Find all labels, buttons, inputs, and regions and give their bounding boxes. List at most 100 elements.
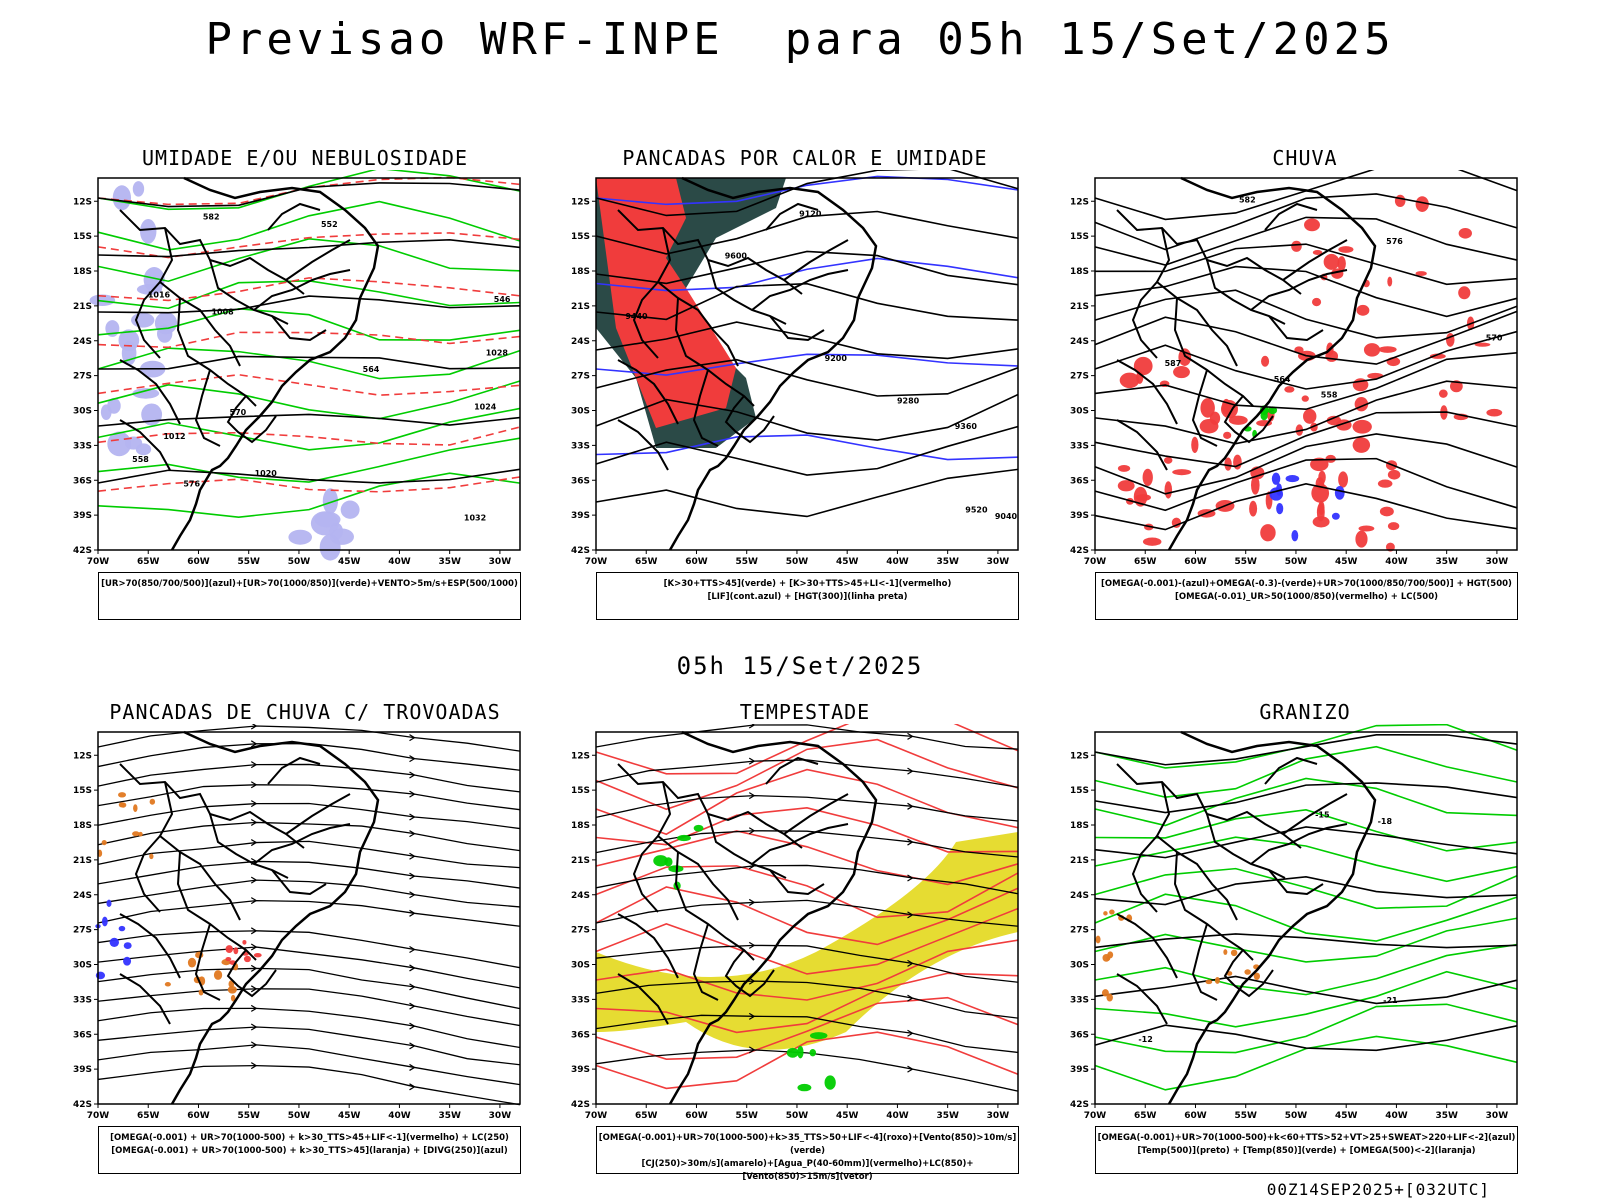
lon-label: 30W (1486, 1111, 1509, 1119)
lon-label: 40W (388, 1111, 411, 1119)
omega-area (1285, 475, 1300, 483)
stream-arrow (748, 941, 756, 949)
lat-label: 18S (73, 821, 92, 831)
lon-label: 55W (237, 1111, 260, 1119)
omega500-area (1244, 969, 1251, 975)
rain-area (1117, 480, 1135, 492)
state-border (707, 259, 787, 325)
lat-label: 15S (73, 232, 92, 242)
stream-arrow (409, 946, 416, 954)
lat-label: 39S (73, 1065, 92, 1075)
humidity-700-area (131, 312, 155, 328)
humidity-700-area (124, 436, 143, 450)
rain-area (1387, 276, 1393, 287)
stream-arrow (748, 792, 756, 800)
rain-area (1323, 253, 1340, 270)
lat-label: 42S (1070, 546, 1089, 556)
rain-area (1261, 355, 1270, 367)
streamline-250 (97, 1044, 521, 1086)
lat-label: 30S (73, 961, 92, 971)
divergence-area (123, 942, 132, 949)
contour-label: 1016 (148, 290, 171, 299)
state-border (769, 869, 825, 896)
lon-label: 65W (635, 1111, 658, 1119)
hgt500-contour (1094, 380, 1518, 445)
stream-arrow (250, 1041, 258, 1049)
lat-label: 24S (73, 337, 92, 347)
lif-contour (595, 434, 1019, 461)
lon-label: 35W (936, 1111, 959, 1119)
stream-arrow (409, 1083, 416, 1091)
lat-label: 42S (73, 546, 92, 556)
omega500-area (1205, 979, 1213, 985)
stream-arrow (250, 927, 258, 935)
lat-label: 39S (571, 511, 590, 521)
lon-label: 45W (836, 557, 859, 565)
omega500-area (1103, 911, 1108, 916)
omega500-area (1095, 935, 1101, 944)
rain-area (1458, 286, 1471, 300)
legend-line: [OMEGA(-0.001) + UR>70(1000-500) + k>30_… (111, 1146, 508, 1156)
stream-arrow (907, 959, 914, 967)
state-border (134, 281, 161, 359)
stream-arrow (409, 852, 416, 860)
lon-label: 50W (1285, 557, 1308, 565)
humidity-1000-contour (97, 200, 521, 251)
contour-label: 9440 (625, 312, 648, 321)
streamline-250 (97, 840, 521, 869)
low-level-flow (595, 1031, 1019, 1090)
rain-area (1458, 227, 1472, 239)
lat-label: 42S (73, 1100, 92, 1110)
lat-label: 12S (73, 751, 92, 761)
pressure-contour (97, 182, 521, 208)
lat-label: 39S (1070, 511, 1089, 521)
legend-line: [LIF](cont.azul) + [HGT(300)](linha pret… (707, 592, 908, 602)
low-level-flow (595, 724, 1019, 775)
hgt300-contour (595, 250, 1019, 286)
state-border (119, 359, 181, 425)
low-level-flow (595, 830, 1019, 886)
legend-line: [Temp(500)](preto) + [Temp(850)](verde) … (1137, 1146, 1476, 1156)
lat-label: 24S (571, 891, 590, 901)
plot-frame (97, 177, 521, 551)
rain-area (1304, 218, 1320, 232)
rain-area (1301, 395, 1309, 402)
stream-arrow (409, 983, 416, 991)
humidity-700-area (340, 500, 360, 519)
state-border (692, 923, 719, 1001)
lat-label: 30S (1070, 407, 1089, 417)
hgt500-contour (1094, 411, 1518, 468)
divergence-area (106, 899, 112, 907)
hgt500-contour (1094, 243, 1518, 286)
lat-label: 12S (1070, 197, 1089, 207)
temp850-contour (1094, 1003, 1518, 1054)
thunder-orange-area (120, 802, 127, 808)
lat-label: 36S (73, 1030, 92, 1040)
stream-arrow (409, 872, 416, 880)
rain-area (1209, 411, 1221, 425)
state-border (617, 359, 679, 425)
humidity-700-area (100, 404, 112, 421)
stream-arrow (748, 977, 756, 985)
rain-area (1303, 408, 1317, 424)
lat-label: 21S (571, 302, 590, 312)
omega-area (1271, 472, 1281, 485)
wind850-area (809, 1032, 828, 1040)
thunder-orange-area (230, 994, 236, 1002)
footer-run-info: 00Z14SEP2025+[032UTC] (1266, 1180, 1490, 1199)
contour-label: 587 (1165, 359, 1182, 368)
lon-label: 35W (438, 557, 461, 565)
hgt500-contour (1094, 352, 1518, 411)
lat-label: 36S (571, 476, 590, 486)
stream-arrow (748, 724, 756, 729)
rain-area (1387, 469, 1401, 480)
hgt500-contour (1094, 289, 1518, 339)
rain-area (1312, 297, 1322, 307)
thickness-contour (97, 331, 521, 349)
map-pancadas-calor: 9600 9520 9440 9360 9280 9200 9120 9040 12S 15S 18… (571, 170, 1019, 565)
thunder-orange-area (164, 982, 171, 987)
state-border (1131, 281, 1158, 359)
rain-area (1260, 524, 1276, 542)
stream-arrow (409, 734, 416, 742)
lon-label: 30W (1486, 557, 1509, 565)
